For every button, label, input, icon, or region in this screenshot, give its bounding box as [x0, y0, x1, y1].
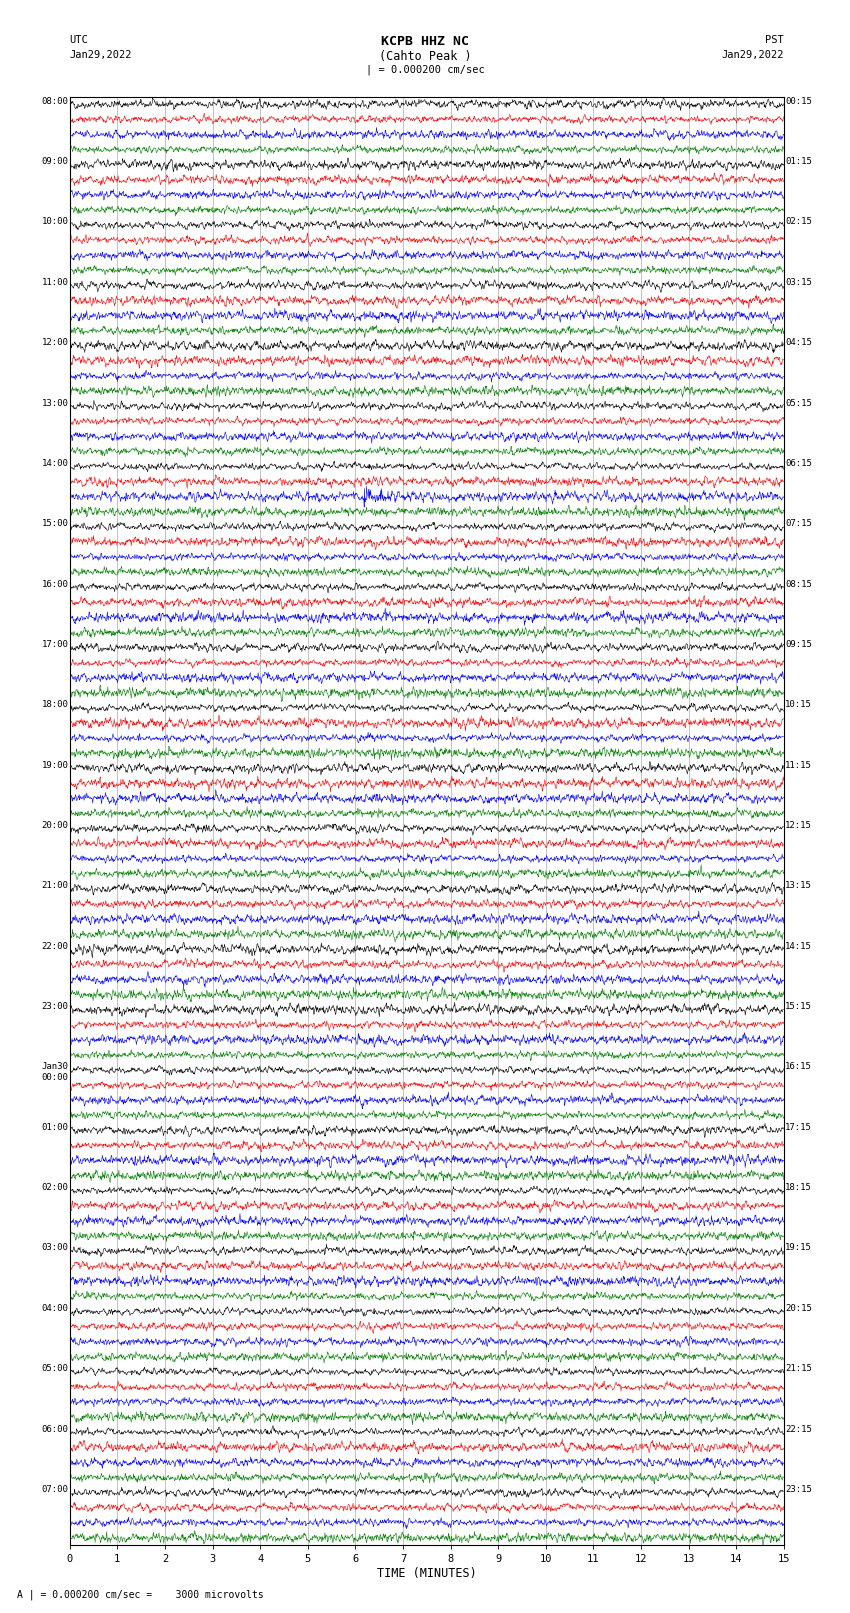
Text: 05:00: 05:00 [42, 1365, 68, 1373]
Text: 20:15: 20:15 [785, 1303, 812, 1313]
Text: 19:15: 19:15 [785, 1244, 812, 1252]
Text: 02:00: 02:00 [42, 1184, 68, 1192]
Text: 09:15: 09:15 [785, 640, 812, 648]
Text: 22:00: 22:00 [42, 942, 68, 950]
Text: | = 0.000200 cm/sec: | = 0.000200 cm/sec [366, 65, 484, 76]
Text: 14:15: 14:15 [785, 942, 812, 950]
Text: Jan30
00:00: Jan30 00:00 [42, 1063, 68, 1082]
Text: 21:15: 21:15 [785, 1365, 812, 1373]
Text: Jan29,2022: Jan29,2022 [721, 50, 784, 60]
Text: 18:00: 18:00 [42, 700, 68, 710]
Text: 12:00: 12:00 [42, 339, 68, 347]
Text: 01:00: 01:00 [42, 1123, 68, 1132]
Text: KCPB HHZ NC: KCPB HHZ NC [381, 35, 469, 48]
Text: 08:15: 08:15 [785, 579, 812, 589]
Text: 16:15: 16:15 [785, 1063, 812, 1071]
Text: 02:15: 02:15 [785, 218, 812, 226]
Text: 23:00: 23:00 [42, 1002, 68, 1011]
Text: 14:00: 14:00 [42, 460, 68, 468]
Text: (Cahto Peak ): (Cahto Peak ) [379, 50, 471, 63]
Text: 17:00: 17:00 [42, 640, 68, 648]
Text: 23:15: 23:15 [785, 1486, 812, 1494]
Text: 13:00: 13:00 [42, 398, 68, 408]
Text: A | = 0.000200 cm/sec =    3000 microvolts: A | = 0.000200 cm/sec = 3000 microvolts [17, 1589, 264, 1600]
Text: 10:15: 10:15 [785, 700, 812, 710]
Text: 00:15: 00:15 [785, 97, 812, 106]
Text: 04:15: 04:15 [785, 339, 812, 347]
Text: 17:15: 17:15 [785, 1123, 812, 1132]
Text: 05:15: 05:15 [785, 398, 812, 408]
Text: 15:00: 15:00 [42, 519, 68, 527]
Text: 10:00: 10:00 [42, 218, 68, 226]
Text: 09:00: 09:00 [42, 156, 68, 166]
X-axis label: TIME (MINUTES): TIME (MINUTES) [377, 1568, 477, 1581]
Text: 04:00: 04:00 [42, 1303, 68, 1313]
Text: 20:00: 20:00 [42, 821, 68, 831]
Text: 15:15: 15:15 [785, 1002, 812, 1011]
Text: Jan29,2022: Jan29,2022 [70, 50, 133, 60]
Text: 16:00: 16:00 [42, 579, 68, 589]
Text: 08:00: 08:00 [42, 97, 68, 106]
Text: 03:00: 03:00 [42, 1244, 68, 1252]
Text: 12:15: 12:15 [785, 821, 812, 831]
Text: 11:15: 11:15 [785, 761, 812, 769]
Text: 13:15: 13:15 [785, 881, 812, 890]
Text: 07:00: 07:00 [42, 1486, 68, 1494]
Text: 21:00: 21:00 [42, 881, 68, 890]
Text: 03:15: 03:15 [785, 277, 812, 287]
Text: 06:00: 06:00 [42, 1424, 68, 1434]
Text: 11:00: 11:00 [42, 277, 68, 287]
Text: 06:15: 06:15 [785, 460, 812, 468]
Text: 22:15: 22:15 [785, 1424, 812, 1434]
Text: 07:15: 07:15 [785, 519, 812, 527]
Text: 19:00: 19:00 [42, 761, 68, 769]
Text: 01:15: 01:15 [785, 156, 812, 166]
Text: 18:15: 18:15 [785, 1184, 812, 1192]
Text: UTC: UTC [70, 35, 88, 45]
Text: PST: PST [765, 35, 784, 45]
